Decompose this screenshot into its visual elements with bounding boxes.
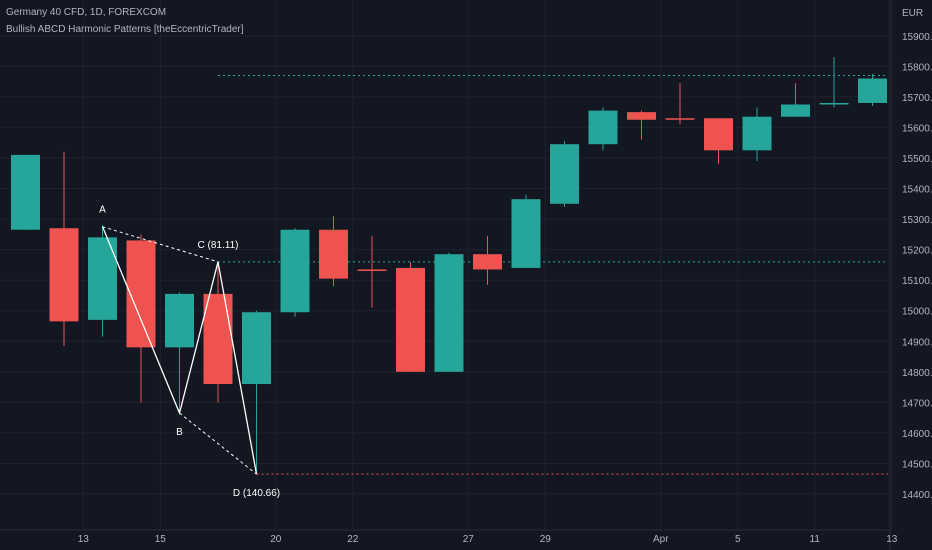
y-tick-label: 15300.0 [902,215,932,226]
bear-candle [126,234,156,403]
pattern-leg [217,261,258,475]
bear-candle [319,215,348,287]
bull-candle [280,228,310,317]
x-tick-label: 29 [540,534,552,545]
pattern-point-label: B [176,427,183,438]
candle-body [203,293,233,385]
bull-candle [11,154,40,230]
y-tick-label: 14700.0 [902,398,932,409]
y-tick-label: 14900.0 [902,337,932,348]
bear-candle [203,261,233,403]
candle-body [319,229,348,279]
bear-candle [396,261,425,372]
candle-body [473,254,502,270]
indicator-label[interactable]: Bullish ABCD Harmonic Patterns [theEccen… [6,24,244,35]
x-tick-label: 22 [347,534,359,545]
candle-body [126,240,156,348]
pattern-point-label: D (140.66) [233,488,280,499]
y-tick-label: 14800.0 [902,368,932,379]
y-tick-label: 15700.0 [902,93,932,104]
y-tick-label: 15500.0 [902,154,932,165]
candle-body [742,116,772,151]
bull-candle [742,107,772,162]
candle-body [511,199,541,268]
bear-candle [473,235,502,285]
candle-body [704,118,733,151]
candle-body [396,267,425,372]
abcd-pattern: A B C (81.11) D (140.66) [99,205,280,499]
bull-candle [165,292,194,415]
bear-candle [704,118,733,165]
pattern-leg [178,261,219,414]
y-tick-label: 14500.0 [902,459,932,470]
candle-body [550,144,579,204]
candle-body [781,104,810,117]
bear-candle [665,83,695,125]
bull-candle [858,73,887,107]
y-tick-label: 15000.0 [902,307,932,318]
currency-label: EUR [902,8,924,19]
x-tick-label: 13 [78,534,90,545]
bull-candle [819,57,849,108]
bull-candle [588,107,618,151]
x-tick-label: 27 [463,534,475,545]
y-tick-label: 15800.0 [902,62,932,73]
price-axis[interactable]: 14400.0 14500.0 14600.0 14700.0 14800.0 14900… [889,0,932,550]
candle-body [588,110,618,145]
pattern-ratio-line [102,226,219,263]
bear-candle [49,151,79,346]
pattern-point-label: C (81.11) [198,240,239,251]
y-tick-label: 14400.0 [902,490,932,501]
candle-body [858,78,887,103]
bull-candle [781,83,810,117]
y-tick-label: 15900.0 [902,32,932,43]
y-tick-label: 15100.0 [902,276,932,287]
candle-body [165,293,194,348]
bull-candle [242,310,271,473]
pattern-point-label: A [99,205,106,216]
candle-body [280,229,310,313]
x-tick-label: 13 [886,534,898,545]
candlesticks [11,57,887,473]
candle-body [49,228,79,322]
bull-candle [550,141,579,207]
pattern-ratio-line [179,412,257,475]
candle-body [627,112,656,120]
candle-body [242,312,271,385]
x-tick-label: 11 [810,534,821,545]
candle-body [434,254,464,372]
candle-body [665,118,695,120]
candle-body [357,269,387,271]
y-tick-label: 15200.0 [902,246,932,257]
horizontal-levels [218,74,888,475]
y-tick-label: 15400.0 [902,185,932,196]
y-tick-label: 14600.0 [902,429,932,440]
bull-candle [434,252,464,372]
x-tick-label: 5 [735,534,741,545]
candle-body [819,102,849,105]
symbol-title[interactable]: Germany 40 CFD, 1D, FOREXCOM [6,7,167,18]
x-tick-label: 20 [270,534,282,545]
x-tick-label: Apr [653,534,669,545]
bull-candle [511,194,541,268]
x-tick-label: 15 [155,534,167,545]
bear-candle [627,110,656,140]
candle-body [11,154,40,230]
y-tick-label: 15600.0 [902,123,932,134]
bull-candle [88,225,117,337]
pattern-leg [101,226,181,414]
time-axis[interactable]: 13 15 20 22 27 29 Apr 5 11 13 [0,529,898,545]
bear-candle [357,235,387,308]
